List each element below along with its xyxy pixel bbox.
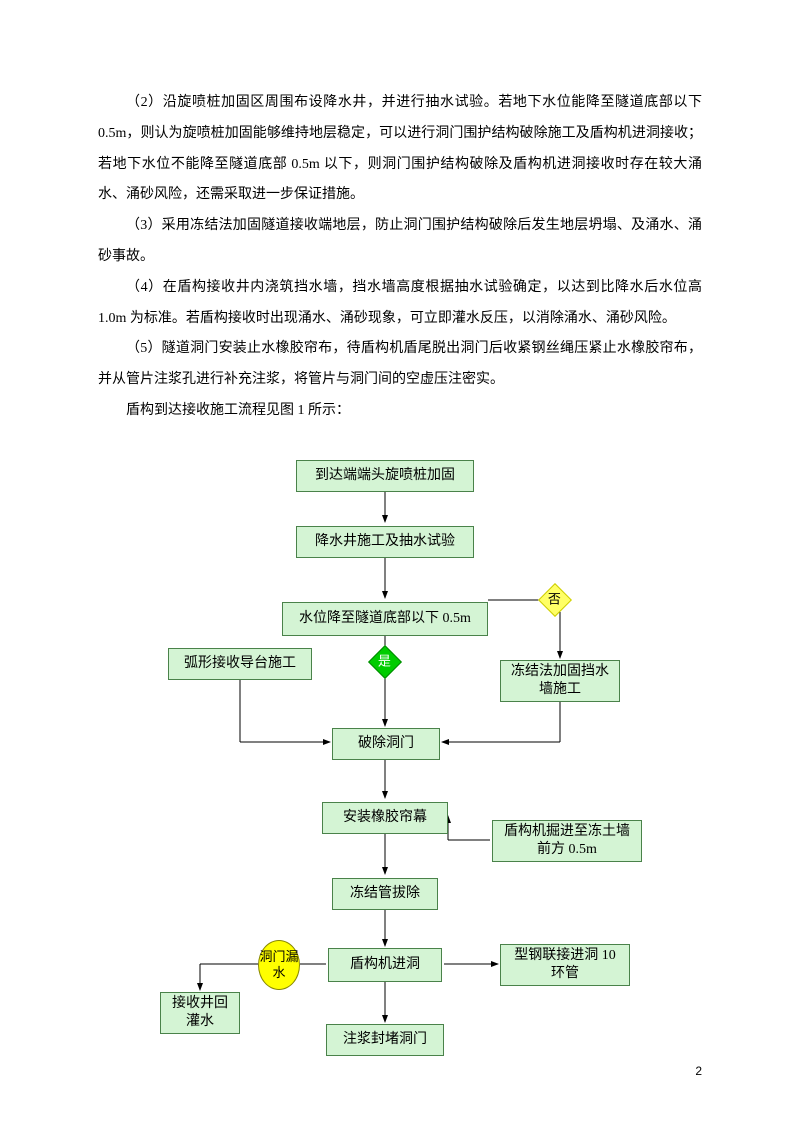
node-n9: 冻结管拔除 xyxy=(332,878,438,910)
paragraph-flow-intro: 盾构到达接收施工流程见图 1 所示： xyxy=(98,396,702,427)
diamond-no: 否 xyxy=(538,583,572,617)
node-n1: 到达端端头旋喷桩加固 xyxy=(296,460,474,492)
diamond-yes: 是 xyxy=(368,645,402,679)
node-n3: 水位降至隧道底部以下 0.5m xyxy=(282,602,488,636)
node-n6: 破除洞门 xyxy=(332,728,440,760)
ellipse-leak-label: 洞门漏水 xyxy=(259,949,299,980)
paragraph-3: （3）采用冻结法加固隧道接收端地层，防止洞门围护结构破除后发生地层坍塌、及涌水、… xyxy=(98,211,702,273)
paragraph-4: （4）在盾构接收井内浇筑挡水墙，挡水墙高度根据抽水试验确定，以达到比降水后水位高… xyxy=(98,273,702,335)
diamond-no-label: 否 xyxy=(548,586,561,615)
diamond-yes-label: 是 xyxy=(378,648,391,677)
node-n10: 盾构机进洞 xyxy=(328,948,442,982)
node-n8: 盾构机掘进至冻土墙前方 0.5m xyxy=(492,820,642,862)
node-n2: 降水井施工及抽水试验 xyxy=(296,526,474,558)
node-n12: 接收井回灌水 xyxy=(160,992,240,1034)
text-content: （2）沿旋喷桩加固区周围布设降水井，并进行抽水试验。若地下水位能降至隧道底部以下… xyxy=(0,0,800,427)
node-n4: 弧形接收导台施工 xyxy=(168,648,312,680)
ellipse-leak: 洞门漏水 xyxy=(258,940,300,990)
node-n5: 冻结法加固挡水墙施工 xyxy=(500,660,620,702)
flowchart-figure-1: 到达端端头旋喷桩加固 降水井施工及抽水试验 水位降至隧道底部以下 0.5m 否 … xyxy=(0,450,800,1090)
page-number: 2 xyxy=(695,1058,702,1084)
node-n11: 型钢联接进洞 10 环管 xyxy=(500,944,630,986)
node-n7: 安装橡胶帘幕 xyxy=(322,802,448,834)
paragraph-2: （2）沿旋喷桩加固区周围布设降水井，并进行抽水试验。若地下水位能降至隧道底部以下… xyxy=(98,88,702,211)
node-n13: 注浆封堵洞门 xyxy=(326,1024,444,1056)
paragraph-5: （5）隧道洞门安装止水橡胶帘布，待盾构机盾尾脱出洞门后收紧钢丝绳压紧止水橡胶帘布… xyxy=(98,334,702,396)
